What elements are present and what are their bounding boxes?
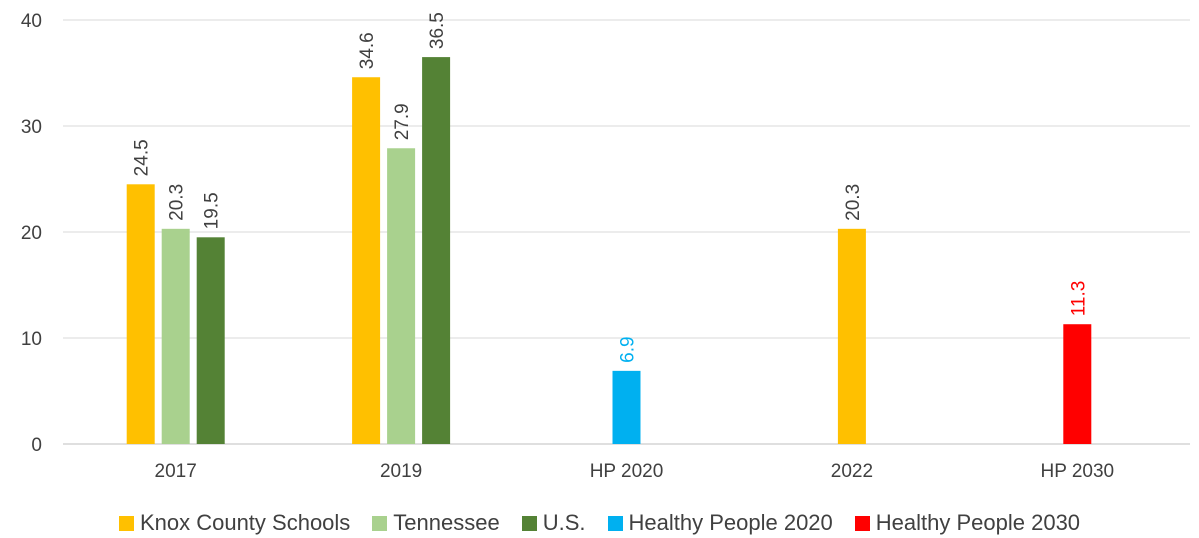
bar bbox=[422, 57, 451, 444]
legend-swatch bbox=[118, 515, 134, 531]
legend-label: Healthy People 2030 bbox=[875, 510, 1081, 535]
legend-item: U.S. bbox=[521, 510, 586, 536]
bar bbox=[126, 184, 155, 445]
data-label: 27.9 bbox=[392, 103, 413, 140]
data-label: 34.6 bbox=[357, 32, 378, 69]
bar bbox=[1063, 324, 1092, 444]
legend-label: Knox County Schools bbox=[139, 510, 351, 535]
x-tick-label: HP 2030 bbox=[1040, 461, 1114, 482]
y-tick-label: 30 bbox=[21, 117, 42, 138]
chart-legend: Knox County Schools Tennessee U.S. Healthy … bbox=[0, 508, 1199, 538]
data-label: 20.3 bbox=[843, 184, 864, 221]
legend-item: Tennessee bbox=[372, 510, 500, 536]
legend-swatch bbox=[607, 515, 623, 531]
legend-label: Healthy People 2020 bbox=[628, 510, 833, 535]
bar bbox=[196, 237, 225, 444]
legend-swatch bbox=[521, 515, 537, 531]
bar bbox=[387, 148, 416, 444]
bar bbox=[352, 77, 381, 445]
data-label: 6.9 bbox=[618, 336, 639, 362]
x-tick-label: HP 2020 bbox=[590, 461, 664, 482]
data-label: 36.5 bbox=[427, 12, 448, 49]
y-tick-label: 20 bbox=[21, 223, 42, 244]
legend-swatch bbox=[372, 515, 388, 531]
data-label: 11.3 bbox=[1068, 281, 1089, 317]
y-tick-label: 10 bbox=[21, 329, 42, 350]
data-label: 19.5 bbox=[202, 192, 223, 229]
bar bbox=[612, 370, 641, 444]
legend-label: Tennessee bbox=[393, 510, 500, 535]
bar bbox=[837, 228, 866, 444]
data-label: 20.3 bbox=[167, 184, 188, 221]
bar-chart: 0 10 20 30 40 2017 2019 HP 2020 2022 HP 2030 24.5 2… bbox=[21, 11, 1190, 482]
bar bbox=[161, 228, 190, 444]
legend-label: U.S. bbox=[542, 510, 586, 535]
x-tick-label: 2022 bbox=[831, 461, 873, 482]
y-tick-label: 0 bbox=[31, 435, 42, 456]
x-tick-label: 2017 bbox=[155, 461, 197, 482]
legend-item: Healthy People 2020 bbox=[607, 510, 833, 536]
data-label: 24.5 bbox=[132, 139, 153, 176]
y-tick-label: 40 bbox=[21, 11, 42, 32]
legend-item: Knox County Schools bbox=[118, 510, 351, 536]
legend-item: Healthy People 2030 bbox=[854, 510, 1081, 536]
x-tick-label: 2019 bbox=[380, 461, 422, 482]
legend-swatch bbox=[854, 515, 870, 531]
